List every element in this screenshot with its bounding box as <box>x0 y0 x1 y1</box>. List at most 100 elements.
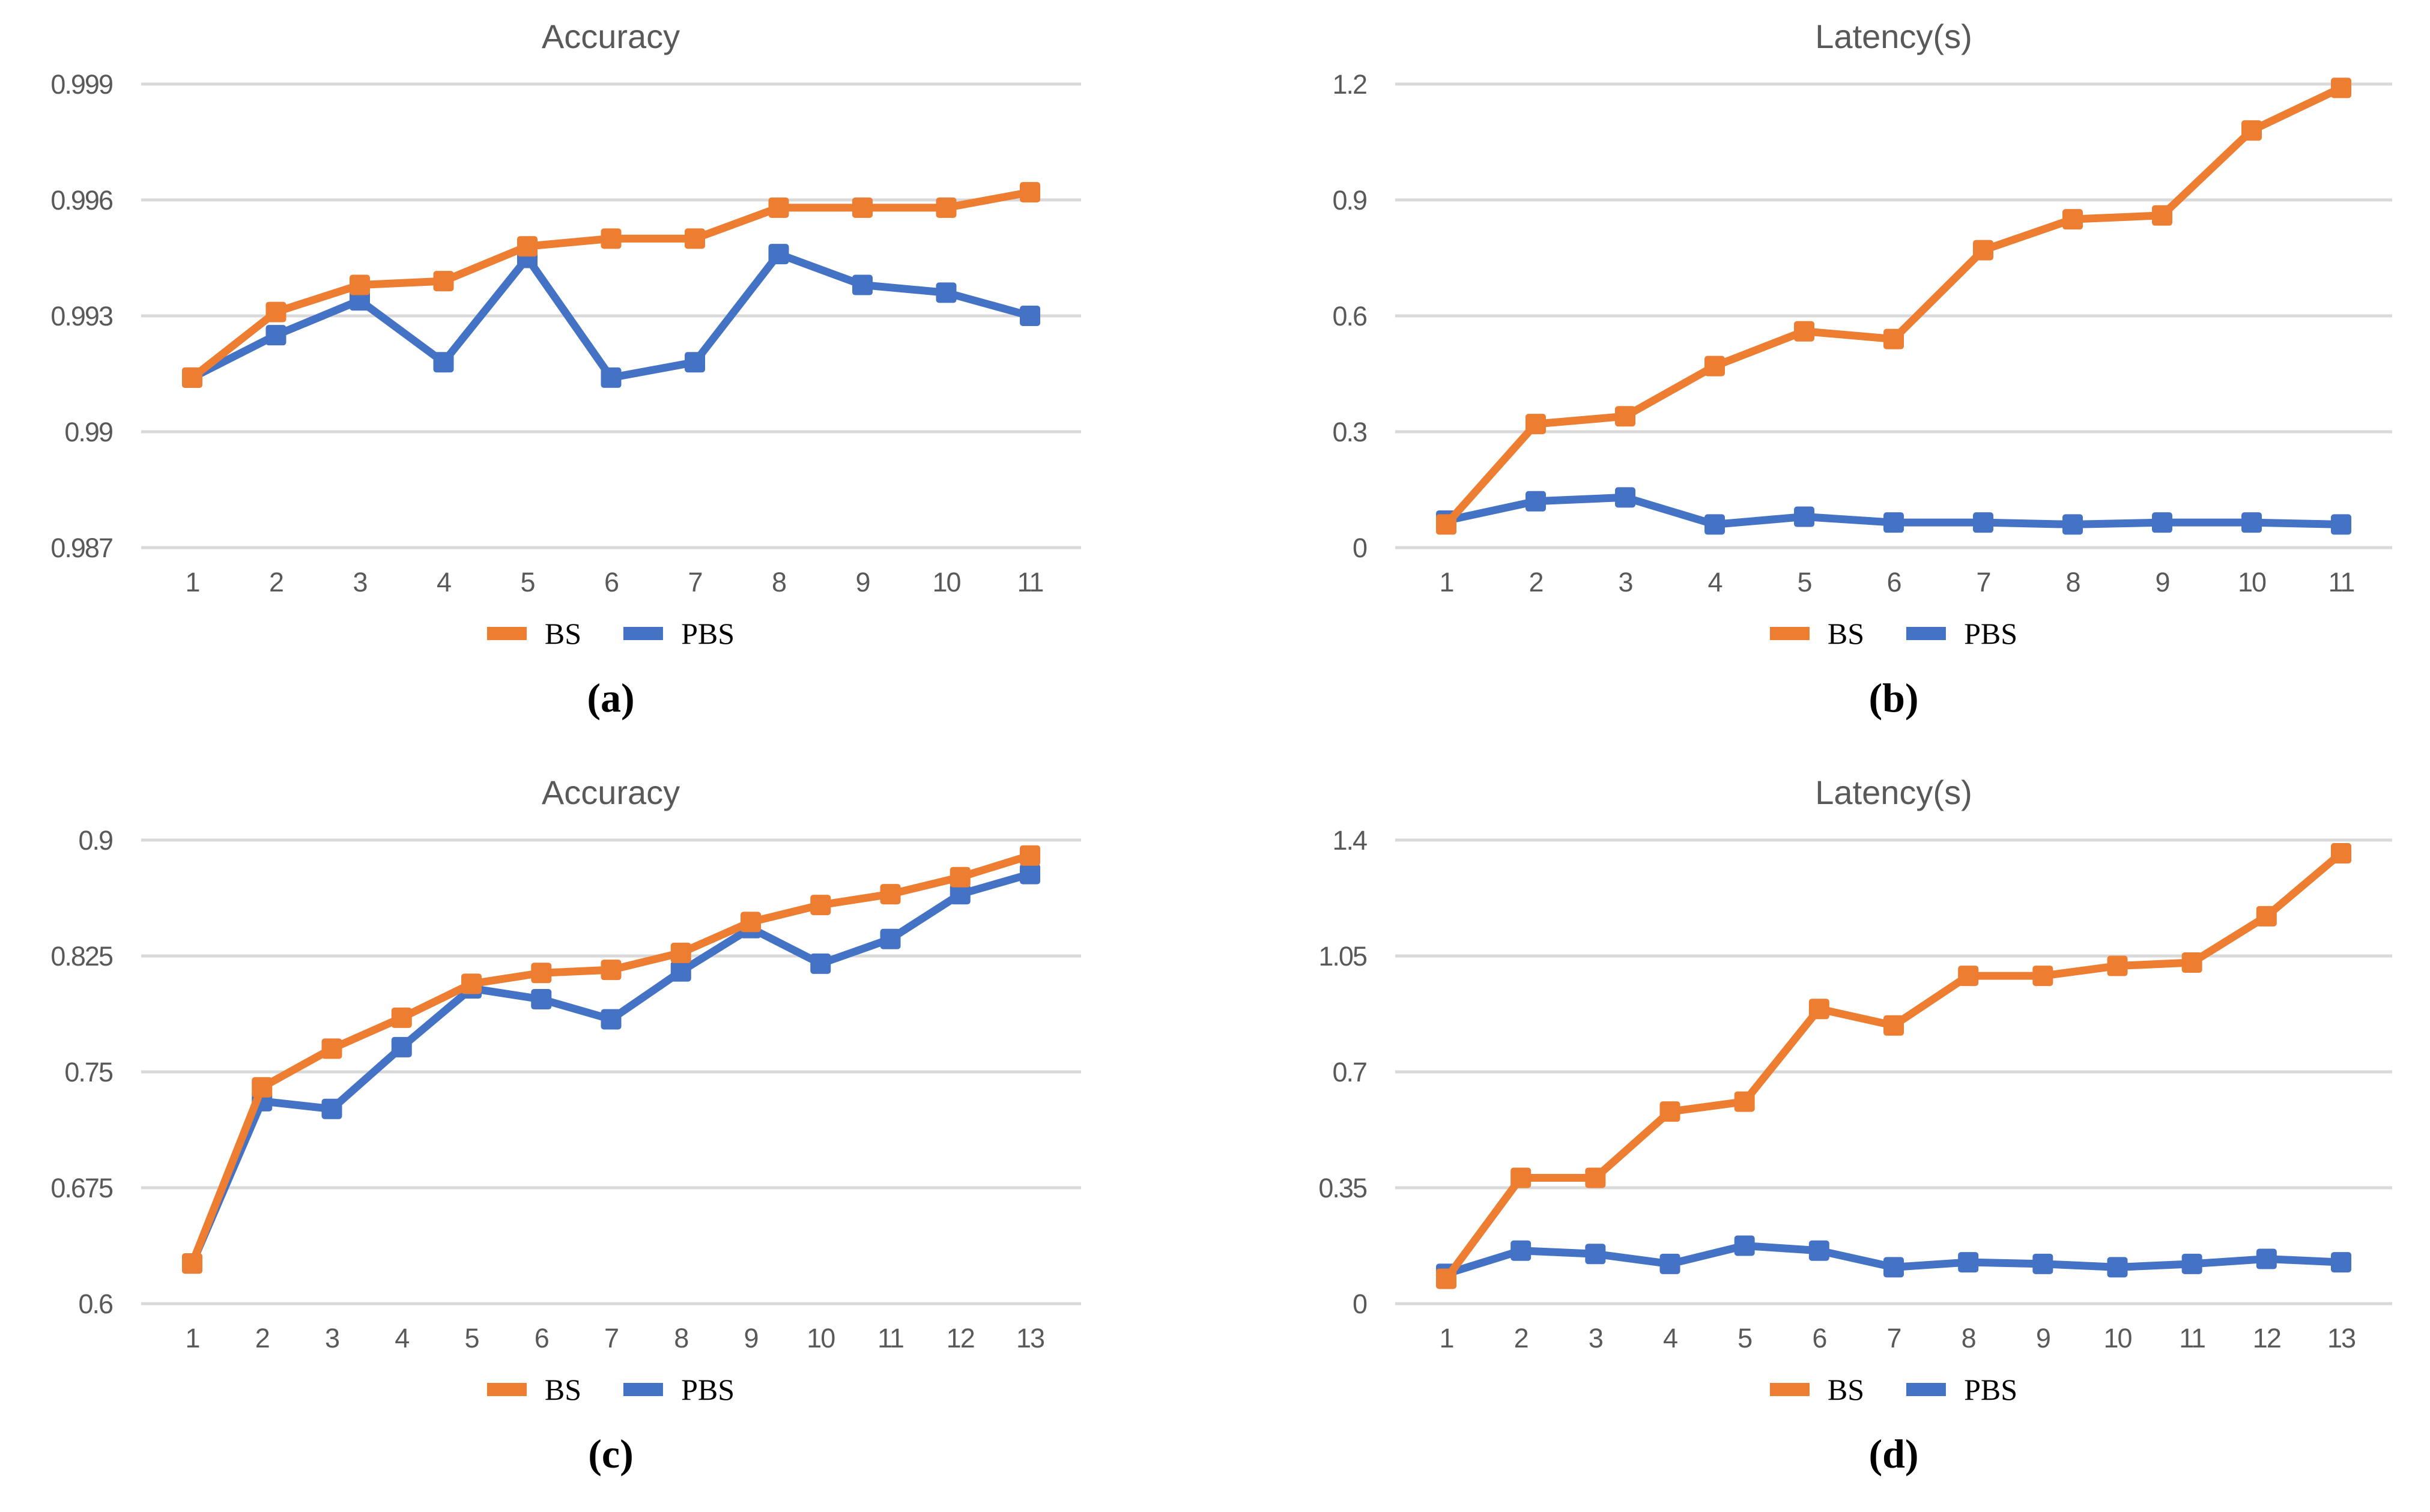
legend-label: PBS <box>681 1373 735 1406</box>
data-point-marker-pbs <box>2331 1252 2351 1273</box>
y-tick-label: 0.987 <box>50 533 112 563</box>
x-tick-label: 12 <box>947 1323 974 1353</box>
data-point-marker-bs <box>1615 406 1635 427</box>
legend-item-bs: BS <box>1769 618 1864 649</box>
data-point-marker-bs <box>517 236 538 257</box>
legend: BS PBS <box>486 1374 735 1405</box>
data-point-marker-pbs <box>531 989 552 1010</box>
data-point-marker-bs <box>2331 77 2351 98</box>
data-point-marker-bs <box>433 271 454 292</box>
y-tick-label: 0.6 <box>1332 301 1367 331</box>
y-tick-label: 0.996 <box>50 185 113 216</box>
legend-label: PBS <box>1964 617 2018 650</box>
y-tick-label: 1.2 <box>1332 69 1366 100</box>
data-point-marker-pbs <box>2241 512 2262 533</box>
y-tick-label: 0 <box>1353 1289 1367 1319</box>
legend-label: BS <box>1827 1373 1865 1406</box>
legend-swatch-pbs <box>1906 627 1947 640</box>
data-point-marker-pbs <box>1020 306 1040 326</box>
data-point-marker-pbs <box>2107 1257 2128 1278</box>
x-tick-label: 6 <box>1812 1323 1826 1353</box>
legend-swatch-bs <box>486 1383 527 1396</box>
y-tick-label: 1.05 <box>1318 941 1367 972</box>
chart-panel-d: Latency(s) 1.4 1.05 0.7 0.35 0 1 2 3 4 5 6 7 8 9 10 11 1… <box>1215 756 2430 1512</box>
data-point-marker-pbs <box>391 1036 412 1057</box>
y-tick-label: 0.675 <box>50 1173 113 1203</box>
data-point-marker-pbs <box>1883 512 1904 533</box>
x-tick-label: 13 <box>1016 1323 1044 1353</box>
chart-title: Accuracy <box>541 773 680 811</box>
x-tick-label: 9 <box>2155 567 2169 597</box>
legend-item-pbs: PBS <box>1906 618 2017 649</box>
x-tick-label: 12 <box>2253 1323 2280 1353</box>
data-point-marker-bs <box>2152 205 2172 226</box>
legend-item-bs: BS <box>1769 1373 1865 1406</box>
data-point-marker-bs <box>1808 999 1829 1020</box>
data-point-marker-bs <box>531 963 552 984</box>
x-tick-label: 4 <box>437 567 451 597</box>
x-tick-label: 1 <box>185 567 199 597</box>
series-line-pbs <box>188 870 1034 1268</box>
panel-label: (a) <box>587 675 635 721</box>
data-point-marker-pbs <box>1958 1252 1979 1273</box>
data-point-marker-bs <box>1659 1101 1680 1122</box>
legend-label: BS <box>544 617 582 650</box>
data-point-marker-bs <box>391 1007 412 1028</box>
data-point-marker-pbs <box>670 961 691 982</box>
chart-panel-c: Accuracy 0.9 0.825 0.75 0.675 0.6 1 2 3 4 5 6 7 8 9 10… <box>0 756 1215 1512</box>
legend-swatch-bs <box>1769 627 1810 640</box>
x-tick-label: 10 <box>807 1323 835 1353</box>
x-tick-label: 5 <box>520 567 535 597</box>
y-tick-label: 0.825 <box>50 941 113 972</box>
x-tick-label: 4 <box>1663 1323 1677 1353</box>
x-tick-label: 10 <box>2103 1323 2132 1353</box>
legend-swatch-bs <box>1769 1383 1810 1396</box>
data-point-marker-bs <box>252 1077 273 1098</box>
line-plot: 1.2 0.9 0.6 0.3 0 1 2 3 4 5 6 7 8 9 10 11 <box>1332 69 2392 597</box>
data-point-marker-pbs <box>1704 514 1725 535</box>
chart-title: Latency(s) <box>1815 773 1972 811</box>
data-point-marker-pbs <box>768 244 789 265</box>
x-tick-label: 9 <box>855 567 869 597</box>
legend-label: PBS <box>681 617 735 650</box>
data-point-marker-pbs <box>2181 1253 2202 1274</box>
data-point-marker-bs <box>685 228 705 249</box>
x-tick-label: 5 <box>1797 567 1811 597</box>
x-tick-label: 8 <box>2065 567 2080 597</box>
x-tick-label: 6 <box>1886 567 1901 597</box>
legend-item-pbs: PBS <box>623 1374 735 1405</box>
x-tick-label: 11 <box>2179 1323 2205 1353</box>
data-point-marker-pbs <box>852 274 873 295</box>
data-point-marker-bs <box>601 960 622 981</box>
legend-swatch-pbs <box>1906 1383 1947 1396</box>
y-tick-label: 0 <box>1353 533 1367 563</box>
data-point-marker-bs <box>2181 952 2202 973</box>
x-tick-label: 3 <box>1618 567 1632 597</box>
x-tick-label: 1 <box>1439 567 1453 597</box>
data-point-marker-pbs <box>2062 514 2083 535</box>
x-tick-label: 3 <box>325 1323 339 1353</box>
legend-swatch-bs <box>486 627 527 640</box>
chart-panel-b: Latency(s) 1.2 0.9 0.6 0.3 0 1 2 3 4 5 6 7 8 9 10 11 BS… <box>1215 0 2430 756</box>
data-point-marker-bs <box>2107 955 2128 976</box>
legend-item-pbs: PBS <box>623 618 735 649</box>
legend-item-bs: BS <box>486 617 582 650</box>
chart-title: Accuracy <box>541 17 680 55</box>
data-point-marker-pbs <box>2256 1248 2277 1269</box>
x-tick-label: 8 <box>772 567 786 597</box>
legend-swatch-pbs <box>623 627 664 640</box>
panel-label: (d) <box>1868 1431 1919 1477</box>
data-point-marker-bs <box>936 197 957 218</box>
y-tick-label: 0.9 <box>78 825 112 856</box>
x-tick-label: 6 <box>535 1323 549 1353</box>
y-tick-label: 0.3 <box>1332 417 1367 447</box>
chart-panel-a: Accuracy 0.999 0.996 0.993 0.99 0.987 1 2 3 4 5 6 7… <box>0 0 1215 756</box>
data-point-marker-bs <box>1585 1167 1606 1188</box>
x-tick-label: 5 <box>1738 1323 1752 1353</box>
x-tick-label: 9 <box>744 1323 757 1353</box>
x-tick-label: 1 <box>1439 1323 1453 1353</box>
data-point-marker-pbs <box>936 282 957 303</box>
data-point-marker-bs <box>1734 1091 1755 1112</box>
data-point-marker-bs <box>768 197 789 218</box>
